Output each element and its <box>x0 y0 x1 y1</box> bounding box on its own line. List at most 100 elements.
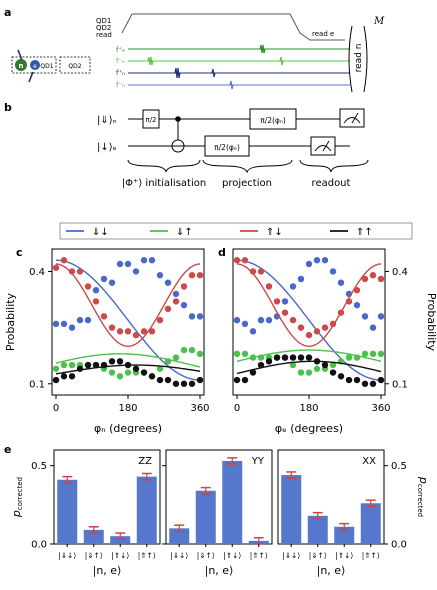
fit-line-du <box>55 353 201 368</box>
category-label: |⇑↓⟩ <box>335 551 353 560</box>
data-point-dd <box>84 316 92 324</box>
data-point-du <box>172 354 180 361</box>
bracket-left <box>348 25 353 93</box>
bar-yy-1 <box>195 490 216 544</box>
data-point-dd <box>329 268 337 275</box>
basis-label-xx: XX <box>362 456 376 467</box>
y-tick-label: 0.5 <box>31 461 47 472</box>
pulse-label-qd1: QD1 <box>96 17 111 25</box>
freq-label-n-minus: f⁻ₙ <box>116 81 125 89</box>
data-point-dd <box>305 260 313 268</box>
data-point-dd <box>321 257 329 264</box>
bar-zz-3 <box>136 476 157 544</box>
category-label: |⇓↓⟩ <box>58 551 76 560</box>
qd1-box <box>11 56 57 74</box>
data-point-dd <box>116 260 124 268</box>
category-label: |⇑↑⟩ <box>362 551 380 560</box>
data-point-uu <box>100 361 108 369</box>
pulse-label-qd2: QD2 <box>96 24 111 32</box>
bar-charts-e: |⇓↓⟩ |⇓↑⟩ |⇑↓⟩ |⇑↑⟩ ZZ |n, e⟩ 0.0 0.5 |⇓↓⟩ |⇓↑⟩ |⇑… <box>31 456 407 577</box>
basis-label-zz: ZZ <box>138 456 152 467</box>
data-point-uu <box>60 373 68 380</box>
data-point-ud <box>273 298 281 305</box>
data-point-uu <box>265 358 273 365</box>
data-point-ud <box>148 328 156 335</box>
y-axis-label-c: Probability <box>4 292 17 351</box>
repeat-M-label: M <box>373 16 385 27</box>
x-axis-label-d: φₑ (degrees) <box>275 422 343 435</box>
data-point-du <box>52 365 60 372</box>
data-point-du <box>329 361 337 369</box>
data-point-ud <box>124 328 132 335</box>
x-axis-label-e: |n, e⟩ <box>205 564 234 577</box>
panel-label-d: d <box>218 246 226 259</box>
data-point-du <box>116 373 124 380</box>
data-point-dd <box>249 328 257 335</box>
data-point-uu <box>337 373 345 380</box>
data-point-ud <box>257 268 265 275</box>
freq-label-n-plus: f⁺ₙ <box>116 69 125 77</box>
panel-c: c 0 180 360 0.1 0.4 φₙ (degrees) Probability <box>4 246 210 435</box>
data-point-uu <box>188 380 196 387</box>
data-point-ud <box>140 328 148 335</box>
device-label-qd1: QD1 <box>40 63 53 70</box>
data-point-du <box>361 350 369 358</box>
data-point-ud <box>321 324 329 331</box>
data-point-ud <box>68 268 76 275</box>
data-point-uu <box>281 354 289 361</box>
data-point-ud <box>60 257 68 264</box>
data-point-du <box>257 354 265 361</box>
data-point-uu <box>148 373 156 380</box>
data-point-uu <box>297 354 305 361</box>
data-point-dd <box>164 279 172 286</box>
data-point-uu <box>345 376 353 384</box>
gate-phi-n-label: π/2(φₙ) <box>260 116 286 125</box>
y-axis-label-e-left: pcorrected <box>10 477 24 518</box>
stage-init-label: |Φ⁺⟩ initialisation <box>122 178 206 189</box>
panel-e: e |⇓↓⟩ |⇓↑⟩ |⇑↓⟩ |⇑↑⟩ ZZ |n, e⟩ 0.0 0.5 |⇓↓⟩ |⇓↑⟩… <box>4 443 430 577</box>
x-tick-label: 180 <box>118 403 137 414</box>
freq-label-e-minus: f⁻ₑ <box>116 57 125 65</box>
pulse-wiggles <box>147 44 284 90</box>
data-point-ud <box>353 286 361 294</box>
read-e-label: read e <box>312 30 334 38</box>
data-point-dd <box>188 313 196 320</box>
x-tick-label: 360 <box>371 403 390 414</box>
gate-half-pi <box>142 109 160 129</box>
data-point-dd <box>257 316 265 324</box>
data-point-ud <box>108 324 116 331</box>
data-point-dd <box>233 316 241 324</box>
data-point-uu <box>52 376 60 384</box>
data-point-uu <box>172 380 180 387</box>
data-point-uu <box>329 369 337 376</box>
data-point-du <box>108 369 116 376</box>
legend-label-uu: ⇑↑ <box>356 227 373 238</box>
bracket-right <box>363 25 368 93</box>
data-point-ud <box>345 298 353 305</box>
data-point-dd <box>68 324 76 331</box>
data-point-du <box>297 369 305 376</box>
data-point-ud <box>156 316 164 324</box>
data-point-du <box>68 361 76 369</box>
y-tick-label: 0.1 <box>29 379 45 390</box>
panel-label-b: b <box>4 101 12 114</box>
data-point-ud <box>100 313 108 320</box>
data-point-uu <box>156 376 164 384</box>
bar-xx-1 <box>307 515 328 544</box>
data-point-ud <box>116 328 124 335</box>
frequency-lines: f⁺ₑ f⁻ₑ f⁺ₙ f⁻ₙ <box>116 44 350 90</box>
data-point-dd <box>92 286 100 294</box>
gate-phi-e-label: π/2(φₑ) <box>214 143 240 152</box>
data-point-uu <box>116 358 124 365</box>
data-point-du <box>60 361 68 369</box>
data-point-dd <box>361 313 369 320</box>
data-point-ud <box>188 272 196 279</box>
device-sketch: n e QD1 QD2 <box>11 49 91 83</box>
scatter-plot-c: 0 180 360 0.1 0.4 <box>29 257 210 414</box>
brace-projection <box>202 159 293 174</box>
freq-label-e-plus: f⁺ₑ <box>116 46 125 54</box>
data-point-du <box>196 350 204 358</box>
bar-frame-yy <box>165 449 273 545</box>
data-point-uu <box>353 376 361 384</box>
